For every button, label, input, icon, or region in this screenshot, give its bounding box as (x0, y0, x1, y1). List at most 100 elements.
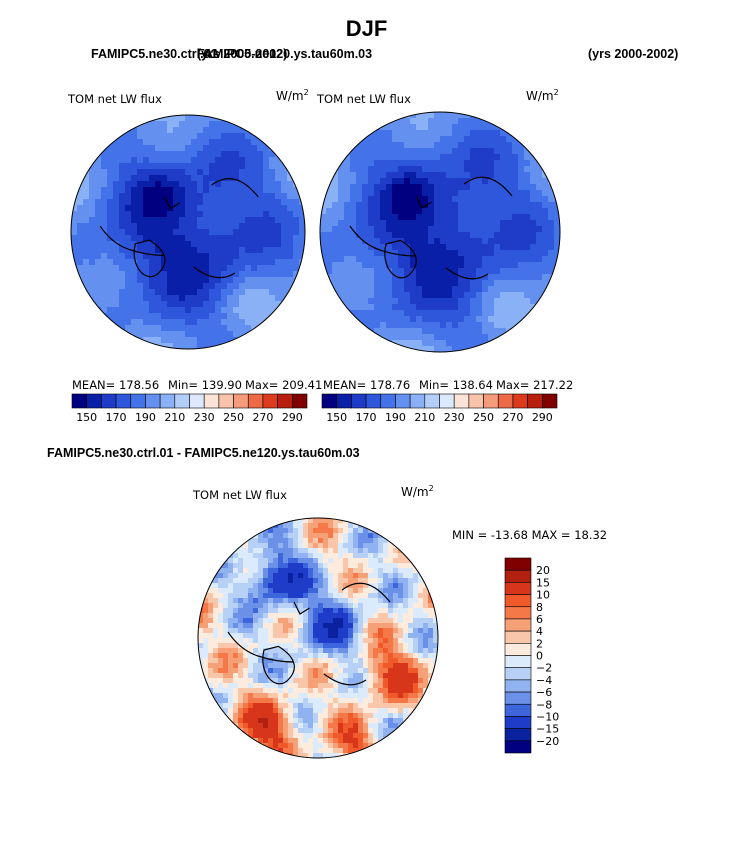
panel2-colorbar-swatch (512, 393, 528, 409)
panel1-cell (263, 169, 270, 176)
panel2-cell (416, 112, 423, 119)
panel1-cell (137, 127, 144, 134)
panel3-cell (238, 668, 244, 674)
panel3-cell (258, 683, 264, 689)
panel1-cell (107, 259, 114, 266)
panel3-cell (288, 668, 294, 674)
panel2-cell (374, 298, 381, 305)
panel3-cell (228, 658, 234, 664)
panel2-cell (446, 196, 453, 203)
panel1-cell (287, 163, 294, 170)
panel3-cell (203, 618, 209, 624)
panel1-cell (197, 151, 204, 158)
panel1-cell (107, 277, 114, 284)
panel1-cell (119, 307, 126, 314)
panel3-cell (378, 598, 384, 604)
panel3-cell (283, 658, 289, 664)
panel1-cell (233, 331, 240, 338)
panel3-cell (358, 663, 364, 669)
panel2-cell (428, 202, 435, 209)
panel2-cell (500, 256, 507, 263)
panel3-cell (293, 703, 299, 709)
panel1-cell (287, 193, 294, 200)
panel3-cell (358, 563, 364, 569)
panel3-cell (273, 713, 279, 719)
panel2-cell (422, 190, 429, 197)
panel1-cell (125, 139, 132, 146)
panel3-cell (248, 698, 254, 704)
panel3-cell (343, 533, 349, 539)
panel1-cell (257, 217, 264, 224)
panel2-cell (368, 244, 375, 251)
panel3-cell (278, 608, 284, 614)
panel3-cell (313, 568, 319, 574)
panel2-cell (482, 184, 489, 191)
panel3-cell (263, 578, 269, 584)
panel3-cell (413, 713, 419, 719)
panel1-cell (173, 319, 180, 326)
panel3-cell (313, 678, 319, 684)
panel1-cell (155, 193, 162, 200)
panel2-cell (344, 178, 351, 185)
panel2-cell (320, 244, 327, 251)
panel3-cell (428, 628, 434, 634)
panel3-cell (418, 618, 424, 624)
panel3-cell (363, 593, 369, 599)
panel3-cell (283, 603, 289, 609)
panel1-cell (149, 319, 156, 326)
panel3-cell (258, 553, 264, 559)
panel3-cell (213, 673, 219, 679)
panel2-cell (368, 304, 375, 311)
panel1-cell (161, 271, 168, 278)
panel3-cell (343, 703, 349, 709)
panel1-cell (143, 337, 150, 344)
panel3-cell (273, 538, 279, 544)
panel2-cell (452, 220, 459, 227)
panel2-cell (362, 136, 369, 143)
panel1-cell (227, 211, 234, 218)
panel3-cell (383, 733, 389, 739)
panel2-cell (524, 238, 531, 245)
panel2-cell (356, 316, 363, 323)
panel3-cell (293, 718, 299, 724)
panel1-cell (215, 175, 222, 182)
panel2-cell (530, 286, 537, 293)
panel1-cell (215, 319, 222, 326)
panel1-cell (173, 235, 180, 242)
panel1-cell (113, 283, 120, 290)
panel1-cell (185, 133, 192, 140)
panel3-cell (288, 643, 294, 649)
panel2-cell (476, 304, 483, 311)
panel3-cell (403, 583, 409, 589)
panel1-cell (155, 181, 162, 188)
panel1-cell (221, 235, 228, 242)
panel2-cell (362, 292, 369, 299)
panel3-cell (408, 628, 414, 634)
panel3-cell (298, 523, 304, 529)
panel2-cell (440, 250, 447, 257)
panel3-cell (358, 568, 364, 574)
panel3-cell (248, 723, 254, 729)
panel3-cell (283, 568, 289, 574)
panel2-cell (458, 184, 465, 191)
panel3-cell (328, 658, 334, 664)
panel2-colorbar-swatch (424, 393, 440, 409)
panel3-cell (388, 593, 394, 599)
panel1-cell (203, 331, 210, 338)
panel1-cell (119, 211, 126, 218)
panel3-cell (293, 533, 299, 539)
panel3-cell (283, 608, 289, 614)
panel2-cell (440, 196, 447, 203)
panel1-cell (185, 175, 192, 182)
panel2-cell (434, 142, 441, 149)
panel3-cell (403, 593, 409, 599)
panel2-cell (386, 304, 393, 311)
panel2-cell (398, 280, 405, 287)
panel2-cell (476, 256, 483, 263)
panel1-cell (83, 259, 90, 266)
panel3-cell (238, 733, 244, 739)
panel1-cell (197, 301, 204, 308)
panel3-cell (238, 568, 244, 574)
panel2-cell (374, 160, 381, 167)
panel2-cell (434, 244, 441, 251)
